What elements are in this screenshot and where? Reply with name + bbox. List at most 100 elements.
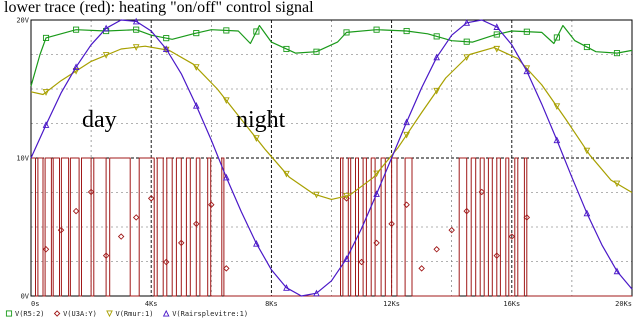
legend-entry: V(U3A:Y) xyxy=(53,310,97,318)
data-point xyxy=(613,180,621,188)
data-point xyxy=(222,173,230,181)
data-point xyxy=(313,191,320,199)
data-point xyxy=(133,26,140,33)
data-point xyxy=(523,214,531,221)
data-point xyxy=(478,188,485,196)
data-point xyxy=(403,131,410,139)
series-0 xyxy=(30,24,633,87)
data-point xyxy=(102,52,110,59)
data-point xyxy=(343,29,350,36)
data-point xyxy=(583,209,591,217)
data-point xyxy=(222,97,230,104)
data-point xyxy=(553,34,560,41)
data-point xyxy=(192,101,200,109)
data-point xyxy=(53,310,61,317)
data-point xyxy=(72,63,80,70)
chart-marks xyxy=(30,17,633,297)
x-tick-label: 16Ks xyxy=(503,300,520,308)
y-tick-label: 20V xyxy=(16,17,29,25)
data-point xyxy=(42,246,50,253)
series-line xyxy=(30,45,633,200)
data-point xyxy=(87,188,95,196)
data-point xyxy=(283,45,290,53)
axis-labels: 0s 4Ks 8Ks 12Ks 16Ks 20Ks 0V 10V 20V xyxy=(16,17,632,309)
series-1 xyxy=(31,157,632,297)
data-point xyxy=(463,19,471,26)
data-point xyxy=(132,214,140,221)
data-point xyxy=(313,289,320,297)
data-point xyxy=(583,147,591,155)
data-point xyxy=(283,284,290,291)
data-point xyxy=(373,170,380,178)
data-point xyxy=(613,267,621,275)
chart-caption: lower trace (red): heating "on/off" cont… xyxy=(4,0,314,16)
data-point xyxy=(493,23,501,30)
data-point xyxy=(463,54,471,62)
x-tick-label: 4Ks xyxy=(145,300,158,308)
data-point xyxy=(42,121,50,128)
data-point xyxy=(73,26,80,33)
data-point xyxy=(193,30,200,37)
series-line xyxy=(31,157,632,297)
data-point xyxy=(147,195,155,202)
data-point xyxy=(223,265,230,272)
data-point xyxy=(388,220,395,228)
data-point xyxy=(433,53,441,61)
y-tick-label: 10V xyxy=(16,155,29,163)
x-tick-label: 20Ks xyxy=(615,300,632,308)
data-point xyxy=(493,31,500,38)
plot-area xyxy=(30,19,633,297)
data-point xyxy=(106,310,113,318)
legend-entry: V(R5:2) xyxy=(5,310,45,318)
y-tick-label: 0V xyxy=(21,293,30,301)
data-point xyxy=(433,87,441,95)
legend-entry: V(Rmur:1) xyxy=(106,310,153,318)
data-point xyxy=(343,255,350,262)
data-point xyxy=(373,239,380,247)
data-point xyxy=(57,226,65,234)
data-point xyxy=(373,190,380,197)
data-point xyxy=(613,50,621,57)
legend: V(R5:2) V(U3A:Y) V(Rmur:1) V(Rairsplevitre:… xyxy=(5,309,248,318)
annotation-night: night xyxy=(236,107,286,133)
data-point xyxy=(102,252,110,259)
data-point xyxy=(313,48,320,55)
data-point xyxy=(463,207,470,215)
legend-label: V(U3A:Y) xyxy=(63,310,97,318)
data-point xyxy=(418,265,425,272)
data-point xyxy=(253,28,260,35)
data-point xyxy=(192,64,200,71)
data-point xyxy=(162,258,170,266)
x-tick-label: 0s xyxy=(31,300,39,308)
data-point xyxy=(343,195,350,202)
data-point xyxy=(162,45,170,53)
data-point xyxy=(42,34,50,41)
data-point xyxy=(253,135,260,142)
data-point xyxy=(583,43,590,51)
series-2 xyxy=(30,44,633,200)
data-point xyxy=(553,103,561,111)
data-point xyxy=(162,309,170,317)
data-point xyxy=(523,28,530,35)
data-point xyxy=(42,89,50,96)
legend-label: V(R5:2) xyxy=(15,310,45,318)
data-point xyxy=(283,170,290,178)
data-point xyxy=(132,17,140,25)
data-point xyxy=(117,233,125,240)
data-point xyxy=(253,239,260,247)
data-point xyxy=(403,201,410,208)
data-point xyxy=(403,118,410,126)
x-tick-label: 12Ks xyxy=(383,300,400,308)
data-point xyxy=(132,44,140,51)
data-point xyxy=(72,68,80,75)
data-point xyxy=(553,136,561,144)
annotation-day: day xyxy=(82,107,117,133)
x-tick-label: 8Ks xyxy=(265,300,278,308)
data-point xyxy=(178,239,185,247)
data-point xyxy=(493,252,501,259)
data-point xyxy=(102,24,110,32)
data-point xyxy=(373,26,380,33)
series-3 xyxy=(30,17,633,297)
legend-label: V(Rairsplevitre:1) xyxy=(172,310,248,318)
data-point xyxy=(403,27,410,35)
